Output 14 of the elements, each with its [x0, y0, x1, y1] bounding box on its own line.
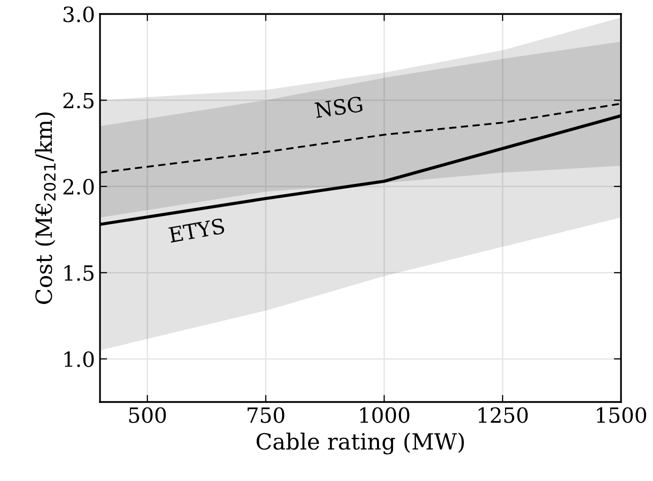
x-tick-label: 1250 [478, 407, 528, 423]
y-tick-label: 2.5 [63, 92, 94, 108]
y-tick-label: 2.0 [63, 178, 94, 195]
text: ETYS [168, 218, 225, 243]
y-axis-title: Cost (M€$_{2021}$/km) [34, 112, 56, 304]
text: NSG [314, 96, 363, 118]
x-tick-label: 1000 [360, 407, 410, 423]
x-tick-label: 500 [129, 407, 166, 423]
y-tick-label: 3.0 [64, 6, 94, 22]
x-tick-label: 750 [248, 407, 284, 423]
y-tick-label: 1.5 [64, 265, 94, 281]
x-tick-label: 1500 [597, 407, 646, 423]
y-tick-label: 1.0 [64, 351, 94, 368]
x-axis-title: Cable rating (MW) [256, 432, 464, 454]
